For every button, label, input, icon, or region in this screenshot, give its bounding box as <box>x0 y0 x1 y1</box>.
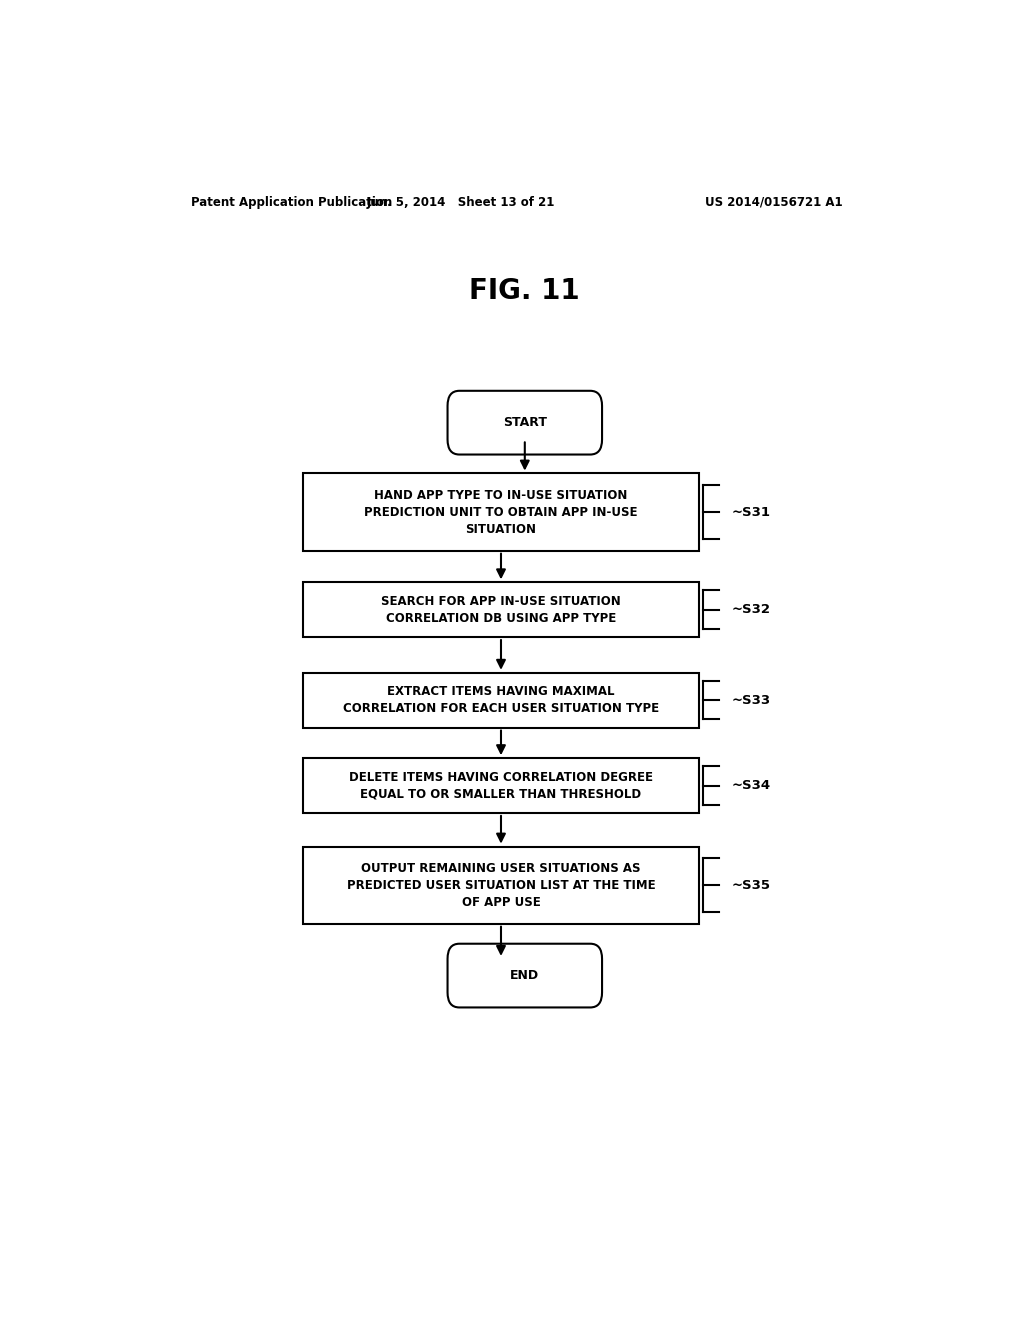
Text: ~S32: ~S32 <box>731 603 770 616</box>
Text: ~S35: ~S35 <box>731 879 770 891</box>
Text: FIG. 11: FIG. 11 <box>469 276 581 305</box>
Bar <box>303 582 699 638</box>
Bar <box>303 673 699 727</box>
Text: Jun. 5, 2014   Sheet 13 of 21: Jun. 5, 2014 Sheet 13 of 21 <box>368 195 555 209</box>
Bar <box>303 846 699 924</box>
Bar <box>303 758 699 813</box>
Text: Patent Application Publication: Patent Application Publication <box>191 195 393 209</box>
FancyBboxPatch shape <box>447 391 602 454</box>
Text: OUTPUT REMAINING USER SITUATIONS AS
PREDICTED USER SITUATION LIST AT THE TIME
OF: OUTPUT REMAINING USER SITUATIONS AS PRED… <box>347 862 655 908</box>
Bar <box>303 474 699 550</box>
Text: ~S31: ~S31 <box>731 506 770 519</box>
Text: EXTRACT ITEMS HAVING MAXIMAL
CORRELATION FOR EACH USER SITUATION TYPE: EXTRACT ITEMS HAVING MAXIMAL CORRELATION… <box>343 685 659 715</box>
Text: US 2014/0156721 A1: US 2014/0156721 A1 <box>705 195 842 209</box>
Text: SEARCH FOR APP IN-USE SITUATION
CORRELATION DB USING APP TYPE: SEARCH FOR APP IN-USE SITUATION CORRELAT… <box>381 595 621 624</box>
Text: HAND APP TYPE TO IN-USE SITUATION
PREDICTION UNIT TO OBTAIN APP IN-USE
SITUATION: HAND APP TYPE TO IN-USE SITUATION PREDIC… <box>365 488 638 536</box>
Text: END: END <box>510 969 540 982</box>
Text: ~S33: ~S33 <box>731 693 770 706</box>
Text: START: START <box>503 416 547 429</box>
Text: DELETE ITEMS HAVING CORRELATION DEGREE
EQUAL TO OR SMALLER THAN THRESHOLD: DELETE ITEMS HAVING CORRELATION DEGREE E… <box>349 771 653 800</box>
FancyBboxPatch shape <box>447 944 602 1007</box>
Text: ~S34: ~S34 <box>731 779 770 792</box>
